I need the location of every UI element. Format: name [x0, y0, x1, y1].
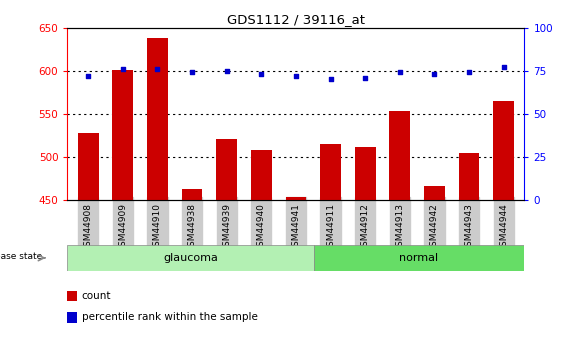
- Point: [83, 73, 93, 79]
- Point: [326, 77, 335, 82]
- Bar: [459, 152, 479, 200]
- Point: [430, 71, 439, 77]
- Bar: [78, 133, 98, 200]
- Bar: [216, 139, 237, 200]
- Point: [360, 75, 370, 80]
- Point: [395, 70, 404, 75]
- Bar: [390, 111, 410, 200]
- Bar: [320, 144, 341, 200]
- Bar: [113, 70, 133, 200]
- Point: [222, 68, 231, 73]
- Bar: [493, 101, 514, 200]
- Bar: [314, 245, 524, 271]
- Bar: [182, 189, 202, 200]
- Text: normal: normal: [400, 253, 438, 263]
- Point: [118, 66, 128, 72]
- Title: GDS1112 / 39116_at: GDS1112 / 39116_at: [227, 13, 365, 27]
- Bar: [147, 38, 168, 200]
- Text: count: count: [82, 291, 111, 301]
- Point: [499, 65, 509, 70]
- Bar: [67, 290, 77, 301]
- Bar: [67, 245, 314, 271]
- Point: [188, 70, 197, 75]
- Text: glaucoma: glaucoma: [163, 253, 218, 263]
- Point: [464, 70, 473, 75]
- Bar: [355, 148, 376, 200]
- Bar: [67, 312, 77, 323]
- Point: [291, 73, 301, 79]
- Text: percentile rank within the sample: percentile rank within the sample: [82, 312, 258, 322]
- Point: [257, 71, 266, 77]
- Bar: [424, 186, 445, 200]
- Bar: [251, 150, 272, 200]
- Bar: [285, 197, 306, 200]
- Text: disease state: disease state: [0, 252, 42, 261]
- Point: [153, 66, 162, 72]
